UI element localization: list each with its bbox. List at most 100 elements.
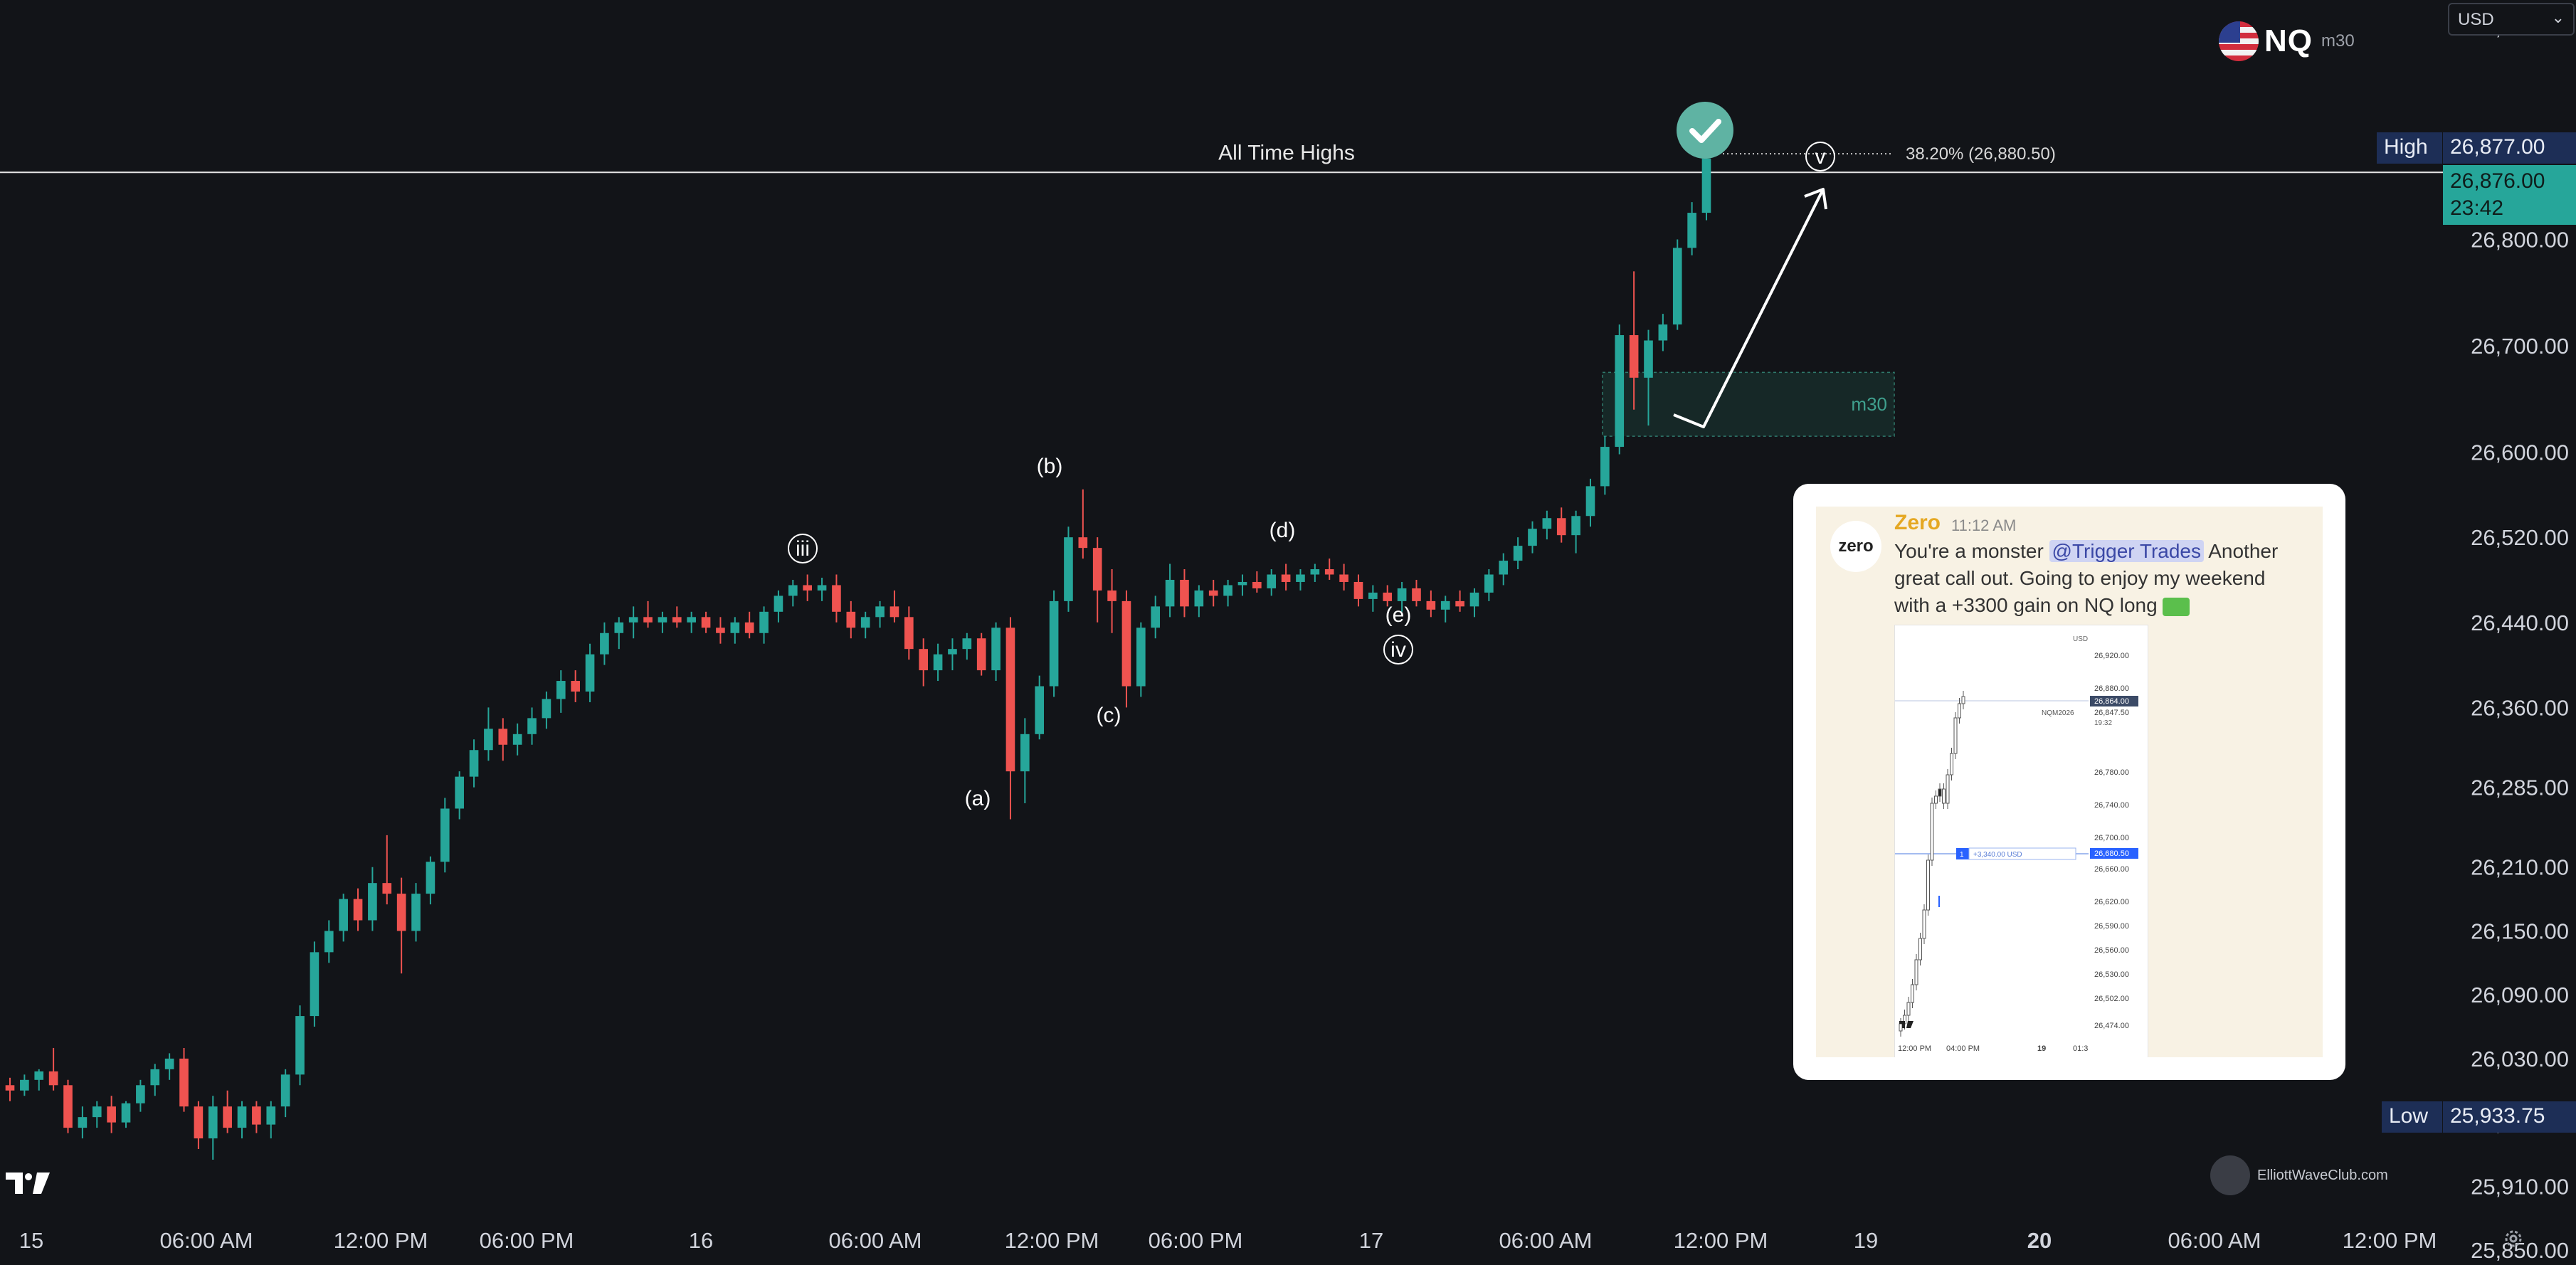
wave-label-b: (b) — [1037, 455, 1063, 478]
time-tick: 15 — [19, 1228, 43, 1253]
candle-body — [1339, 574, 1348, 582]
time-tick: 06:00 AM — [160, 1228, 253, 1253]
mini-price-tick: 26,590.00 — [2094, 922, 2129, 931]
time-tick: 12:00 PM — [1005, 1228, 1099, 1253]
price-tick: 25,850.00 — [2471, 1238, 2569, 1263]
price-tick: 26,030.00 — [2471, 1047, 2569, 1071]
candle-body — [1064, 537, 1073, 601]
mini-candle-body — [1938, 788, 1942, 797]
price-tick: 26,700.00 — [2471, 334, 2569, 359]
mini-position-qty-box — [1956, 848, 1969, 859]
currency-label: USD — [2458, 10, 2494, 29]
candle-body — [672, 617, 682, 623]
wave-label-d: (d) — [1269, 519, 1296, 542]
mini-candle-body — [1942, 788, 1946, 804]
candle-body — [5, 1085, 15, 1091]
us-flag-icon — [2219, 21, 2259, 61]
candle-body — [1629, 335, 1639, 378]
chat-message-end: Another great call out. Going to enjoy m… — [1894, 540, 2279, 616]
candle-body — [1687, 213, 1696, 248]
tradingview-logo-icon — [6, 1173, 50, 1194]
candle-body — [817, 585, 827, 591]
currency-selector[interactable]: USD ⌄ — [2448, 3, 2575, 36]
candle-body — [687, 617, 696, 623]
time-tick: 16 — [689, 1228, 713, 1253]
candle-body — [382, 883, 392, 894]
candle-body — [1035, 686, 1045, 734]
price-tick: 26,150.00 — [2471, 919, 2569, 943]
wave-label-iv-circle — [1383, 635, 1413, 665]
candle-body — [1513, 546, 1523, 561]
chevron-down-icon: ⌄ — [2551, 9, 2565, 26]
candle-body — [759, 611, 769, 633]
mini-time-tick: 12:00 PM — [1898, 1044, 1931, 1053]
mini-candle-body — [1911, 984, 1914, 1003]
candle-body — [136, 1085, 145, 1103]
all-time-high-label: All Time Highs — [1218, 141, 1355, 164]
candle-body — [1600, 447, 1610, 487]
candle-body — [1252, 581, 1262, 588]
candle-body — [1049, 600, 1059, 687]
candle-body — [1136, 628, 1146, 687]
candle-body — [628, 617, 638, 623]
projection-path — [1673, 189, 1825, 428]
candle-body — [484, 729, 493, 751]
mini-symbol: NQM2026 — [2042, 709, 2074, 717]
candle-body — [469, 750, 479, 777]
high-label: High — [2377, 132, 2442, 164]
wave-label-iv: iv — [1390, 638, 1406, 662]
candle-body — [1267, 574, 1277, 588]
symbol-timeframe: m30 — [2321, 31, 2355, 51]
money-emoji-icon — [2163, 597, 2190, 616]
candle-body — [164, 1058, 174, 1069]
watermark: ElliottWaveClub.com — [2210, 1155, 2388, 1195]
candle-body — [208, 1106, 218, 1139]
candle-body — [1005, 628, 1015, 772]
mini-position-pl-box — [1968, 847, 2076, 860]
mini-position-qty: 1 — [1960, 851, 1964, 859]
candle-body — [48, 1071, 58, 1086]
candle-body — [1165, 579, 1175, 607]
candle-body — [846, 611, 856, 628]
symbol-name: NQ — [2264, 23, 2313, 58]
time-tick: 06:00 PM — [1149, 1228, 1243, 1253]
mini-candle-body — [1926, 859, 1930, 911]
mini-candle-body — [1899, 1023, 1903, 1032]
candle-body — [1383, 592, 1393, 601]
bar-countdown: 23:42 — [2450, 196, 2504, 220]
candle-body — [353, 899, 363, 921]
candle-body — [1223, 585, 1232, 596]
candle-body — [1208, 590, 1218, 596]
candle-body — [498, 729, 508, 745]
high-value: 26,877.00 — [2443, 132, 2576, 164]
price-tick: 26,520.00 — [2471, 525, 2569, 550]
wave-label-v-circle — [1805, 142, 1835, 171]
candle-body — [527, 718, 537, 734]
wave-label-a: (a) — [965, 787, 991, 810]
settings-gear-icon[interactable] — [2501, 1227, 2525, 1251]
price-tick: 26,210.00 — [2471, 855, 2569, 880]
chat-screenshot-card: zero Zero 11:12 AM You're a monster @Tri… — [1793, 484, 2345, 1080]
candle-body — [788, 585, 798, 596]
candle-body — [571, 681, 580, 692]
time-tick: 06:00 AM — [2168, 1228, 2261, 1253]
price-tick: 26,800.00 — [2471, 227, 2569, 252]
candle-body — [1585, 486, 1595, 517]
candle-body — [716, 628, 725, 633]
mini-price-tick: 26,700.00 — [2094, 834, 2129, 842]
candle-body — [1020, 734, 1030, 772]
chat-author: Zero — [1894, 511, 1941, 534]
time-tick: 20 — [2027, 1228, 2052, 1253]
candle-body — [339, 899, 348, 931]
candle-body — [78, 1117, 88, 1128]
mini-time-tick: 04:00 PM — [1946, 1044, 1980, 1053]
wave-label-e: (e) — [1385, 603, 1412, 627]
candle-body — [1615, 335, 1625, 448]
mini-price-tick: 26,847.50 — [2094, 709, 2129, 717]
candle-body — [730, 622, 740, 633]
mini-candle-body — [1918, 938, 1922, 960]
mini-candle-body — [1930, 803, 1934, 861]
time-tick: 06:00 PM — [480, 1228, 574, 1253]
symbol-badge: NQ m30 — [2219, 21, 2355, 61]
